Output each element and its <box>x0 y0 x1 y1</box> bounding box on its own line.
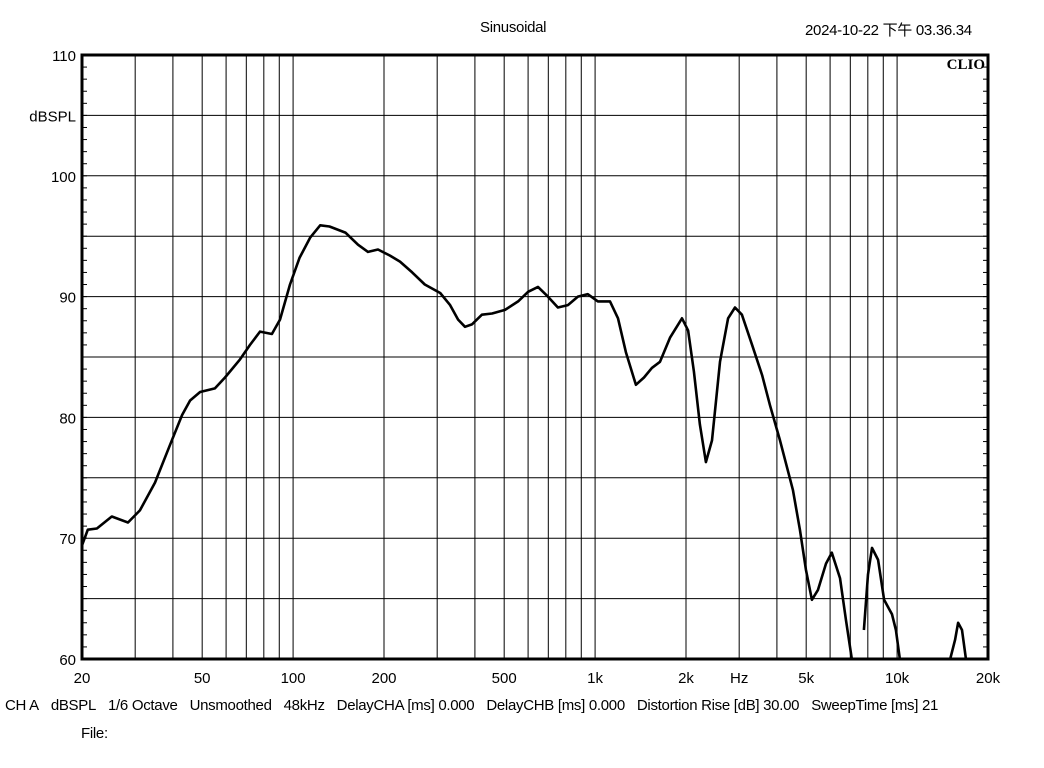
y-tick-label: 60 <box>59 652 76 669</box>
x-tick-label: 50 <box>194 670 211 687</box>
y-tick-label: 70 <box>59 531 76 548</box>
plot-frame <box>80 53 990 661</box>
series-line <box>82 224 968 659</box>
x-tick-label: 2k <box>678 670 694 687</box>
x-tick-label: 10k <box>885 670 910 687</box>
measurement-info: CH A dBSPL 1/6 Octave Unsmoothed 48kHz DelayC… <box>5 697 950 714</box>
x-tick-label: 200 <box>371 670 396 687</box>
x-tick-label: 20k <box>976 670 1001 687</box>
info-item: SweepTime [ms] 21 <box>811 697 939 714</box>
x-tick-label: 500 <box>492 670 517 687</box>
info-item: 1/6 Octave <box>108 697 178 714</box>
y-tick-labels: 110 dBSPL 100 90 80 70 60 <box>29 48 76 669</box>
info-item: DelayCHB [ms] 0.000 <box>486 697 625 714</box>
clio-logo: CLIO <box>947 57 985 73</box>
info-item: dBSPL <box>50 697 97 714</box>
info-item: 48kHz <box>283 697 325 714</box>
y-tick-label: dBSPL <box>29 108 76 125</box>
x-tick-label: 100 <box>281 670 306 687</box>
file-label: File: <box>81 725 108 742</box>
x-tick-label: Hz <box>730 670 748 687</box>
info-item: Unsmoothed <box>189 697 272 714</box>
timestamp: 2024-10-22 下午 03.36.34 <box>805 22 972 39</box>
x-tick-labels: 20 50 100 200 500 1k 2k Hz 5k 10k 20k <box>74 670 1001 687</box>
x-tick-label: 1k <box>587 670 603 687</box>
info-item: Distortion Rise [dB] 30.00 <box>636 697 800 714</box>
y-tick-label: 110 <box>52 48 76 65</box>
y-tick-label: 90 <box>59 290 76 307</box>
x-tick-label: 5k <box>798 670 814 687</box>
y-tick-label: 100 <box>51 169 76 186</box>
grid <box>81 54 989 660</box>
x-tick-label: 20 <box>74 670 91 687</box>
measurement-mode: Sinusoidal <box>480 19 547 36</box>
info-item: DelayCHA [ms] 0.000 <box>336 697 475 714</box>
info-item: CH A <box>5 697 39 714</box>
y-tick-label: 80 <box>59 410 76 427</box>
